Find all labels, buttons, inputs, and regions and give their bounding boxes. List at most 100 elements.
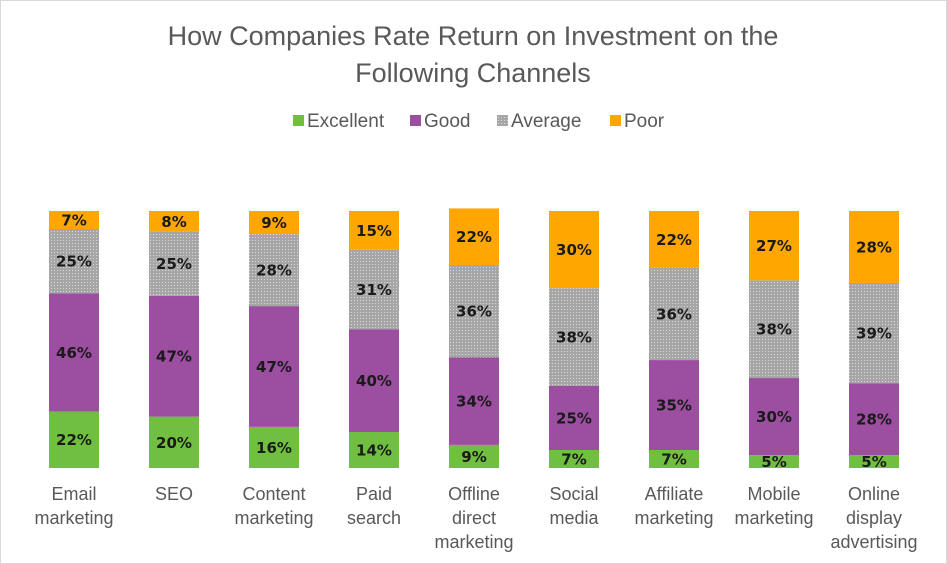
data-label-seo-good: 47%: [156, 348, 192, 366]
category-label-email-marketing: marketing: [34, 508, 113, 528]
category-label-paid-search: search: [347, 508, 401, 528]
data-label-social-media-average: 38%: [556, 328, 592, 346]
bar-content-marketing-poor: [249, 211, 299, 235]
data-label-seo-average: 25%: [156, 255, 192, 273]
data-label-online-display-advertising-excellent: 5%: [861, 453, 886, 471]
legend-swatch-average: [497, 115, 508, 126]
bar-social-media-poor: [549, 211, 599, 289]
category-label-online-display-advertising: display: [846, 508, 902, 528]
category-label-affiliate-marketing: marketing: [634, 508, 713, 528]
data-label-paid-search-average: 31%: [356, 281, 392, 299]
bar-social-media-average: [549, 288, 599, 386]
data-label-affiliate-marketing-good: 35%: [656, 397, 692, 415]
bar-online-display-advertising-excellent: [849, 455, 899, 468]
data-label-mobile-marketing-excellent: 5%: [761, 453, 786, 471]
bar-content-marketing-good: [249, 306, 299, 427]
bar-paid-search-poor: [349, 211, 399, 250]
bar-email-marketing-average: [49, 228, 99, 294]
data-label-content-marketing-excellent: 16%: [256, 439, 292, 457]
data-label-email-marketing-average: 25%: [56, 253, 92, 271]
data-label-paid-search-good: 40%: [356, 372, 392, 390]
bar-email-marketing-good: [49, 293, 99, 412]
category-label-mobile-marketing: Mobile: [747, 484, 800, 504]
chart-title-line-1: How Companies Rate Return on Investment …: [168, 21, 779, 51]
data-label-content-marketing-poor: 9%: [261, 214, 286, 232]
chart-title-line-2: Following Channels: [355, 58, 591, 88]
category-label-offline-direct-marketing: direct: [452, 508, 496, 528]
bar-seo-average: [149, 231, 199, 296]
category-label-offline-direct-marketing: marketing: [434, 532, 513, 552]
category-label-online-display-advertising: Online: [848, 484, 900, 504]
data-label-email-marketing-excellent: 22%: [56, 431, 92, 449]
data-label-mobile-marketing-poor: 27%: [756, 237, 792, 255]
bar-seo-excellent: [149, 416, 199, 468]
bars: [49, 208, 899, 468]
data-labels: 22% 46% 25% 7% 20% 47% 25% 8% 16% 47% 28% 9% 14% 40% 3…: [56, 211, 892, 471]
category-labels: Email marketing SEO Content marketing Paid sea…: [34, 484, 917, 552]
bar-mobile-marketing-excellent: [749, 455, 799, 468]
data-label-email-marketing-poor: 7%: [61, 211, 86, 229]
data-label-email-marketing-good: 46%: [56, 344, 92, 362]
bar-affiliate-marketing-good: [649, 360, 699, 451]
legend-swatch-good: [410, 115, 421, 126]
data-label-online-display-advertising-good: 28%: [856, 411, 892, 429]
legend-label-average: Average: [511, 111, 581, 132]
bar-social-media-excellent: [549, 450, 599, 468]
bar-paid-search-excellent: [349, 432, 399, 468]
data-label-content-marketing-average: 28%: [256, 262, 292, 280]
bar-mobile-marketing-poor: [749, 211, 799, 281]
bar-offline-direct-marketing-good: [449, 357, 499, 445]
category-label-paid-search: Paid: [356, 484, 392, 504]
bar-social-media-good: [549, 385, 599, 451]
data-label-social-media-excellent: 7%: [561, 451, 586, 469]
category-label-seo: SEO: [155, 484, 193, 504]
legend-swatch-excellent: [293, 115, 304, 126]
data-label-mobile-marketing-average: 38%: [756, 321, 792, 339]
data-label-offline-direct-marketing-excellent: 9%: [461, 448, 486, 466]
data-label-seo-excellent: 20%: [156, 434, 192, 452]
category-label-online-display-advertising: advertising: [830, 532, 917, 552]
data-label-paid-search-excellent: 14%: [356, 442, 392, 460]
legend-label-excellent: Excellent: [307, 111, 385, 132]
category-label-social-media: Social: [549, 484, 598, 504]
bar-affiliate-marketing-average: [649, 267, 699, 361]
data-label-offline-direct-marketing-average: 36%: [456, 303, 492, 321]
category-label-mobile-marketing: marketing: [734, 508, 813, 528]
data-label-seo-poor: 8%: [161, 213, 186, 231]
data-label-content-marketing-good: 47%: [256, 358, 292, 376]
data-label-paid-search-poor: 15%: [356, 222, 392, 240]
data-label-online-display-advertising-poor: 28%: [856, 238, 892, 256]
bar-affiliate-marketing-excellent: [649, 450, 699, 468]
bar-paid-search-good: [349, 329, 399, 433]
data-label-offline-direct-marketing-good: 34%: [456, 393, 492, 411]
bar-offline-direct-marketing-poor: [449, 208, 499, 265]
bar-paid-search-average: [349, 249, 399, 330]
legend: Excellent Good Average Poor: [293, 111, 665, 132]
bar-content-marketing-average: [249, 234, 299, 307]
data-label-affiliate-marketing-excellent: 7%: [661, 451, 686, 469]
bar-mobile-marketing-average: [749, 280, 799, 379]
data-label-mobile-marketing-good: 30%: [756, 408, 792, 426]
bar-affiliate-marketing-poor: [649, 211, 699, 268]
legend-label-poor: Poor: [624, 111, 665, 132]
category-label-content-marketing: Content: [242, 484, 305, 504]
legend-swatch-poor: [610, 115, 621, 126]
bar-offline-direct-marketing-excellent: [449, 444, 499, 468]
bar-seo-good: [149, 295, 199, 417]
category-label-offline-direct-marketing: Offline: [448, 484, 500, 504]
bar-online-display-advertising-poor: [849, 211, 899, 283]
category-label-content-marketing: marketing: [234, 508, 313, 528]
bar-content-marketing-excellent: [249, 426, 299, 468]
bar-online-display-advertising-good: [849, 383, 899, 456]
legend-label-good: Good: [424, 111, 470, 132]
bar-online-display-advertising-average: [849, 282, 899, 384]
data-label-affiliate-marketing-poor: 22%: [656, 231, 692, 249]
bar-email-marketing-excellent: [49, 411, 99, 468]
data-label-affiliate-marketing-average: 36%: [656, 305, 692, 323]
data-label-online-display-advertising-average: 39%: [856, 325, 892, 343]
data-label-offline-direct-marketing-poor: 22%: [456, 228, 492, 246]
data-label-social-media-poor: 30%: [556, 241, 592, 259]
bar-seo-poor: [149, 211, 199, 232]
bar-mobile-marketing-good: [749, 378, 799, 456]
